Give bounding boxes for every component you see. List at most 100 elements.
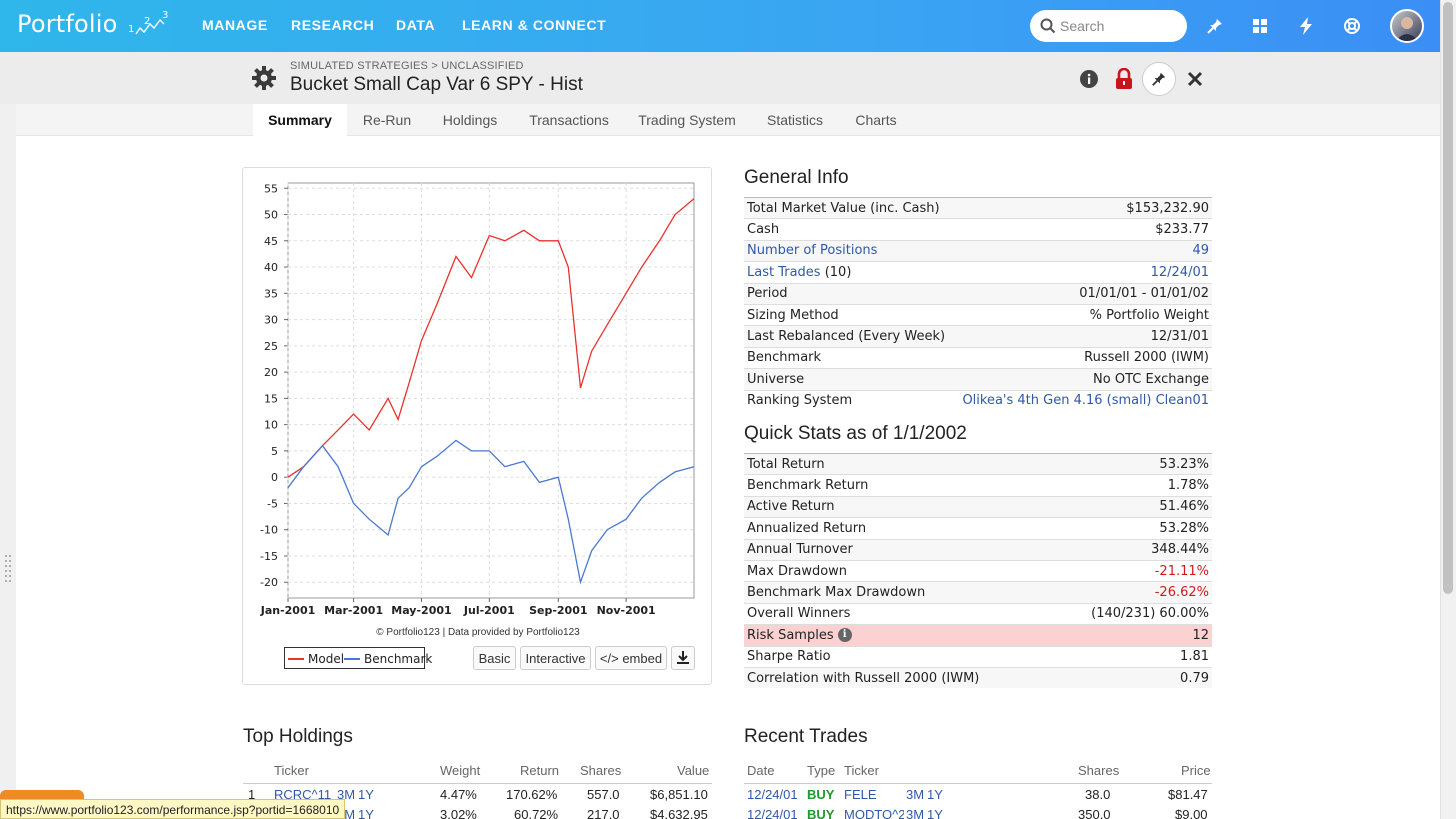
value: 12 — [1192, 627, 1209, 643]
nav-manage[interactable]: MANAGE — [202, 17, 268, 33]
nav-learn-connect[interactable]: LEARN & CONNECT — [462, 17, 607, 33]
holding-return: 60.72% — [514, 807, 559, 819]
series-line-model[interactable] — [287, 198, 695, 478]
row-cash: Cash $233.77 — [744, 218, 1212, 239]
search-input[interactable] — [1060, 16, 1180, 36]
value: Russell 2000 (IWM) — [1084, 350, 1209, 366]
basic-chart-button[interactable]: Basic — [473, 646, 516, 670]
trade-date-link[interactable]: 12/24/01 — [747, 787, 798, 802]
help-icon[interactable] — [1340, 14, 1364, 38]
col-price[interactable]: Price — [1181, 763, 1211, 778]
interactive-chart-button[interactable]: Interactive — [520, 646, 591, 670]
trade-3m-link[interactable]: 3M — [906, 787, 925, 802]
holding-ticker-link[interactable]: RCRC^11 — [274, 787, 332, 802]
legend-benchmark[interactable]: Benchmark — [344, 652, 432, 666]
holding-weight: 4.47% — [440, 787, 477, 802]
positions-count-link[interactable]: 49 — [1192, 243, 1209, 259]
col-weight[interactable]: Weight — [440, 763, 481, 778]
trade-3m-link[interactable]: 3M — [906, 807, 925, 819]
col-type[interactable]: Type — [807, 763, 836, 778]
tab-trading-system[interactable]: Trading System — [638, 112, 736, 128]
scrollbar-thumb[interactable] — [1443, 2, 1453, 594]
holding-weight: 3.02% — [440, 807, 477, 819]
row-last-rebalanced: Last Rebalanced (Every Week) 12/31/01 — [744, 325, 1212, 347]
row-benchmark-return: Benchmark Return 1.78% — [744, 474, 1212, 495]
quick-stats-table: Total Return 53.23% Benchmark Return 1.78%… — [744, 453, 1212, 689]
trade-price: $81.47 — [1168, 787, 1208, 802]
pin-button[interactable] — [1142, 62, 1176, 96]
value: (140/231) 60.00% — [1091, 606, 1209, 622]
row-last-trades: Last Trades (10) 12/24/01 — [744, 261, 1212, 282]
label: Sizing Method — [747, 307, 839, 323]
number-of-positions-link[interactable]: Number of Positions — [747, 243, 878, 259]
x-tick-label: Mar-2001 — [324, 604, 383, 617]
tab-rerun[interactable]: Re-Run — [362, 112, 412, 128]
tab-holdings[interactable]: Holdings — [442, 112, 498, 128]
value: 348.44% — [1151, 542, 1209, 558]
col-ticker[interactable]: Ticker — [274, 763, 309, 778]
value: -26.62% — [1154, 585, 1209, 601]
tab-statistics[interactable]: Statistics — [766, 112, 823, 128]
last-trades-link[interactable]: Last Trades — [747, 264, 821, 280]
trade-1y-link[interactable]: 1Y — [927, 787, 943, 802]
nav-data[interactable]: DATA — [396, 17, 436, 33]
gear-icon[interactable] — [250, 64, 278, 92]
top-navbar — [0, 0, 1440, 52]
label: Annualized Return — [747, 520, 867, 536]
portfolio123-logo[interactable]: Portfolio — [17, 10, 118, 38]
label: Overall Winners — [747, 606, 851, 622]
user-avatar[interactable] — [1390, 9, 1424, 43]
performance-chart[interactable]: 5550454035302520151050-5-10-15-20Jan-200… — [243, 168, 713, 623]
trade-date-link[interactable]: 12/24/01 — [747, 807, 798, 819]
col-return[interactable]: Return — [520, 763, 560, 778]
info-icon[interactable]: i — [837, 628, 852, 643]
holding-1y-link[interactable]: 1Y — [358, 807, 374, 819]
row-total-market-value: Total Market Value (inc. Cash) $153,232.9… — [744, 197, 1212, 219]
trade-shares: 350.0 — [1078, 807, 1111, 819]
col-shares[interactable]: Shares — [580, 763, 622, 778]
x-tick-label: May-2001 — [391, 604, 451, 617]
trade-ticker-link[interactable]: MODTO^20 — [844, 807, 904, 819]
col-date[interactable]: Date — [747, 763, 775, 778]
trade-1y-link[interactable]: 1Y — [927, 807, 943, 819]
series-line-benchmark[interactable] — [287, 439, 695, 585]
label: Total Return — [747, 456, 825, 472]
tab-charts[interactable]: Charts — [855, 112, 897, 128]
y-tick-label: -5 — [267, 497, 278, 510]
chart-legend: Model Benchmark — [284, 647, 432, 669]
y-tick-label: 15 — [264, 392, 278, 405]
tab-summary[interactable]: Summary — [253, 104, 347, 136]
svg-text:1: 1 — [128, 24, 134, 35]
holding-1y-link[interactable]: 1Y — [358, 787, 374, 802]
trade-ticker-link[interactable]: FELE — [844, 787, 877, 802]
close-icon[interactable] — [1182, 66, 1208, 92]
trade-type: BUY — [807, 807, 835, 819]
y-tick-label: 25 — [264, 340, 278, 353]
ranking-system-link[interactable]: Olikea's 4th Gen 4.16 (small) Clean01 — [962, 393, 1209, 409]
download-button[interactable] — [671, 646, 695, 670]
value: $233.77 — [1155, 222, 1209, 238]
row-benchmark-max-drawdown: Benchmark Max Drawdown -26.62% — [744, 581, 1212, 603]
legend-model[interactable]: Model — [288, 652, 344, 666]
last-trades-date-link[interactable]: 12/24/01 — [1150, 264, 1209, 280]
plot-area — [287, 182, 695, 599]
nav-research[interactable]: RESEARCH — [291, 17, 375, 33]
general-info-table: Total Market Value (inc. Cash) $153,232.9… — [744, 197, 1212, 411]
lightning-icon[interactable] — [1294, 14, 1318, 38]
embed-button[interactable]: </> embed — [595, 646, 667, 670]
search-box[interactable] — [1030, 10, 1187, 42]
pin-icon[interactable] — [1203, 14, 1227, 38]
holding-3m-link[interactable]: 3M — [337, 787, 356, 802]
tab-transactions[interactable]: Transactions — [529, 112, 609, 128]
grid-icon[interactable] — [1248, 14, 1272, 38]
svg-text:3: 3 — [162, 10, 168, 21]
label: Sharpe Ratio — [747, 649, 831, 665]
col-ticker[interactable]: Ticker — [844, 763, 879, 778]
col-shares[interactable]: Shares — [1078, 763, 1120, 778]
value: 12/31/01 — [1150, 329, 1209, 345]
resize-grip-icon[interactable] — [4, 553, 12, 587]
row-ranking-system: Ranking System Olikea's 4th Gen 4.16 (sma… — [744, 389, 1212, 411]
col-value[interactable]: Value — [677, 763, 710, 778]
info-icon[interactable] — [1076, 66, 1102, 92]
lock-icon[interactable] — [1111, 66, 1137, 92]
